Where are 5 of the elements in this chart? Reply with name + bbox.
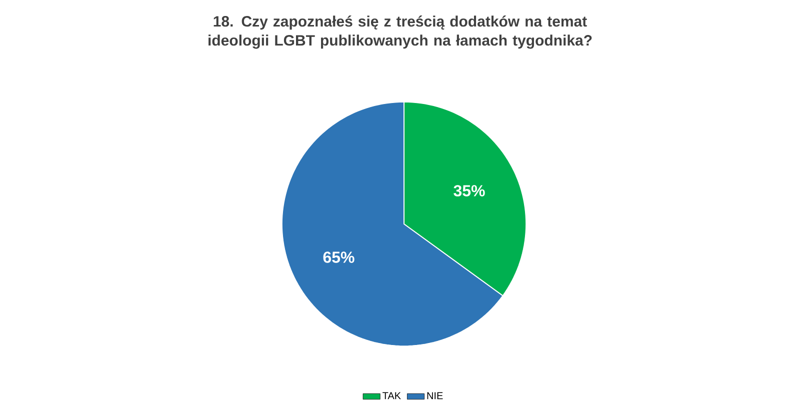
chart-title: 18. Czy zapoznałeś się z treścią dodatków na temat ideologii LGBT publikowanych na łamach tygodnika? <box>208 16 592 49</box>
legend-label: NIE <box>427 392 443 400</box>
data-label: 35% <box>454 185 485 196</box>
data-label: 65% <box>323 252 354 263</box>
legend-label: TAK <box>382 392 401 400</box>
